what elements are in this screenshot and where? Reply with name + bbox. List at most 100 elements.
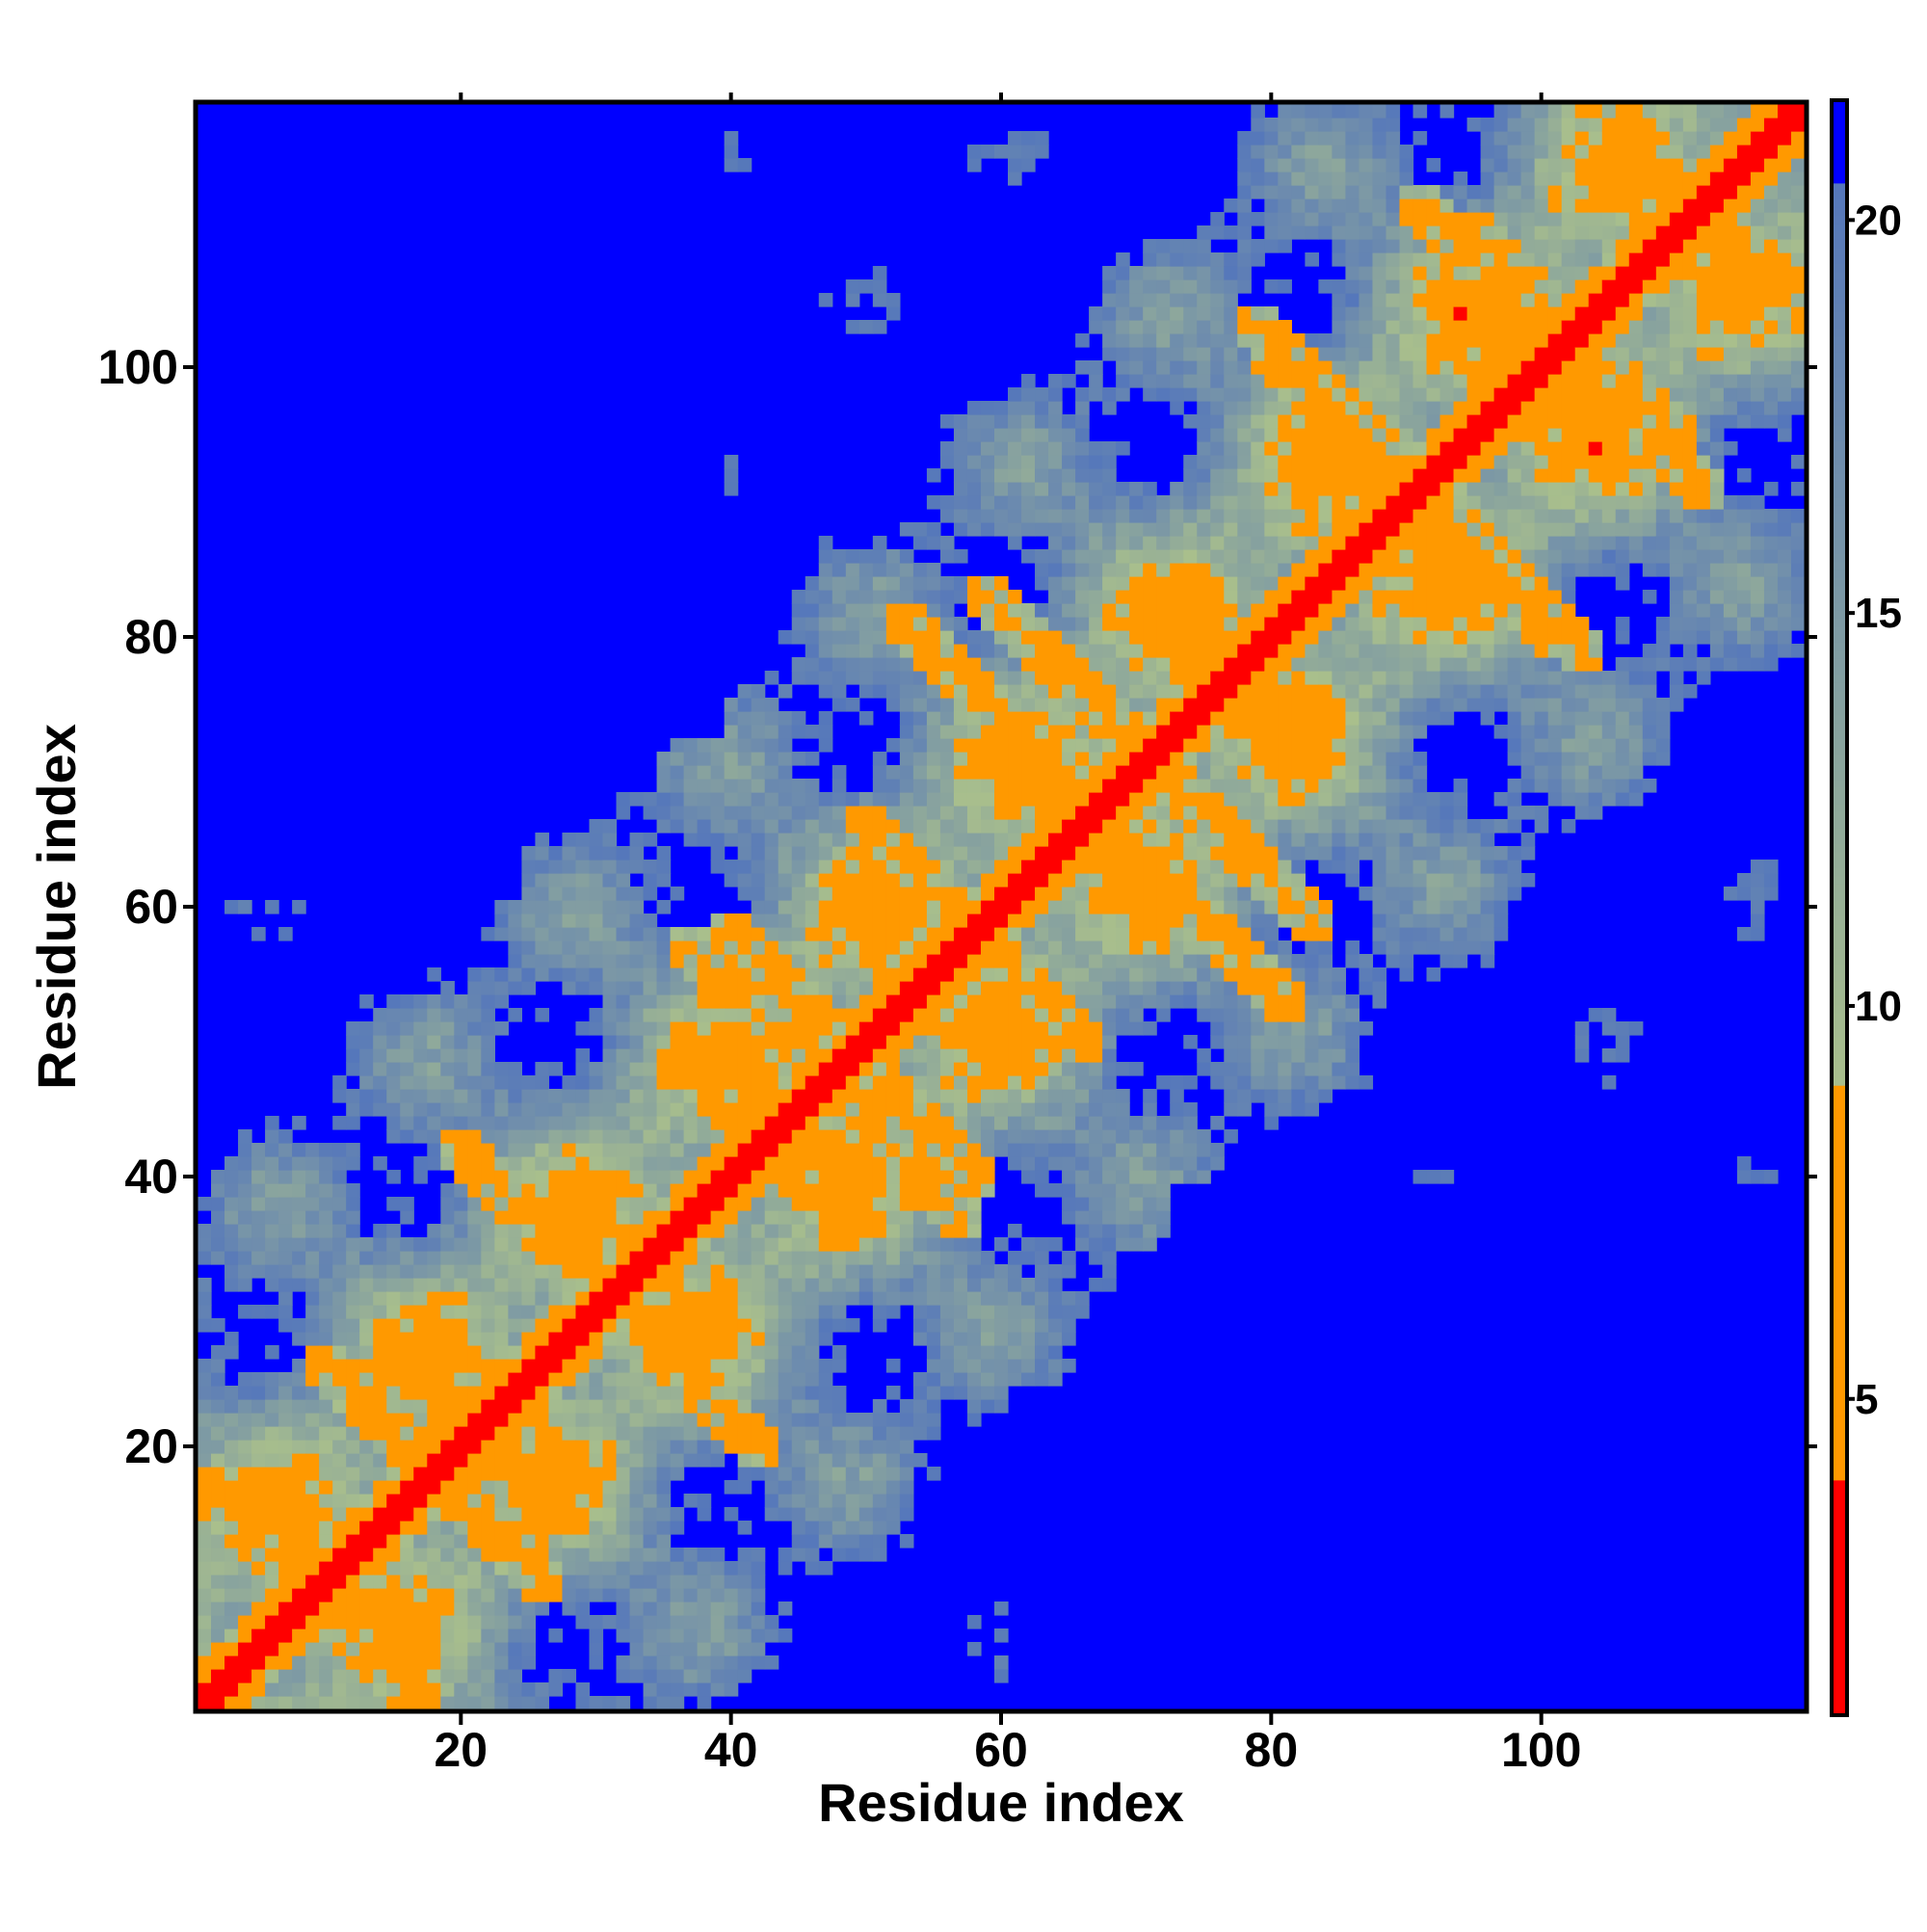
heatmap-cell	[265, 1156, 279, 1171]
heatmap-cell	[1156, 239, 1171, 253]
heatmap-cell	[953, 455, 968, 469]
heatmap-cell	[1102, 1129, 1117, 1144]
heatmap-cell	[1062, 711, 1076, 726]
heatmap-cell	[1116, 873, 1130, 887]
heatmap-cell	[1197, 468, 1211, 483]
heatmap-cell	[1224, 428, 1238, 442]
heatmap-cell	[1008, 725, 1022, 739]
heatmap-cell	[400, 1669, 414, 1683]
heatmap-cell	[1116, 792, 1130, 807]
heatmap-cell	[1048, 913, 1063, 928]
heatmap-cell	[346, 1345, 360, 1360]
heatmap-cell	[494, 1561, 509, 1575]
heatmap-cell	[683, 1494, 699, 1508]
heatmap-cell	[265, 1561, 279, 1575]
heatmap-cell	[845, 1170, 860, 1184]
heatmap-cell	[1021, 1170, 1036, 1184]
heatmap-cell	[1183, 387, 1198, 402]
heatmap-cell	[980, 1386, 995, 1400]
heatmap-cell	[751, 779, 766, 793]
heatmap-cell	[670, 1048, 685, 1063]
heatmap-cell	[751, 1075, 766, 1090]
heatmap-cell	[1116, 482, 1130, 496]
heatmap-cell	[899, 1426, 914, 1441]
heatmap-cell	[885, 1170, 901, 1184]
heatmap-cell	[440, 1305, 455, 1319]
heatmap-cell	[953, 1291, 968, 1306]
heatmap-cell	[440, 1062, 455, 1076]
heatmap-cell	[440, 1089, 455, 1103]
heatmap-cell	[521, 1413, 537, 1427]
heatmap-cell	[427, 1021, 441, 1036]
heatmap-cell	[1102, 576, 1117, 591]
heatmap-cell	[966, 1021, 982, 1036]
heatmap-cell	[1291, 360, 1306, 375]
heatmap-cell	[305, 1210, 320, 1225]
heatmap-cell	[265, 1237, 279, 1252]
heatmap-cell	[589, 1413, 604, 1427]
heatmap-cell	[1264, 1089, 1279, 1103]
heatmap-cell	[980, 940, 995, 955]
heatmap-cell	[467, 1467, 482, 1481]
heatmap-cell	[872, 1021, 887, 1036]
heatmap-cell	[643, 927, 658, 941]
heatmap-cell	[885, 860, 901, 874]
heatmap-cell	[724, 1615, 739, 1629]
heatmap-cell	[1183, 671, 1198, 685]
heatmap-cell	[683, 1345, 699, 1360]
heatmap-cell	[993, 1075, 1009, 1090]
heatmap-cell	[1291, 711, 1306, 726]
heatmap-cell	[1318, 833, 1333, 847]
heatmap-cell	[535, 873, 550, 887]
heatmap-cell	[845, 644, 860, 658]
heatmap-cell	[764, 954, 779, 968]
heatmap-cell	[440, 1534, 455, 1548]
heatmap-cell	[1048, 725, 1063, 739]
heatmap-cell	[1237, 806, 1252, 820]
heatmap-cell	[1089, 630, 1103, 645]
heatmap-cell	[737, 1197, 752, 1211]
heatmap-cell	[845, 563, 860, 577]
heatmap-cell	[858, 549, 874, 564]
heatmap-cell	[1278, 940, 1292, 955]
heatmap-cell	[710, 1062, 726, 1076]
heatmap-cell	[602, 1197, 618, 1211]
heatmap-cell	[548, 1426, 564, 1441]
heatmap-cell	[238, 1534, 252, 1548]
heatmap-cell	[737, 981, 752, 995]
heatmap-cell	[616, 1413, 631, 1427]
heatmap-cell	[292, 1615, 306, 1629]
heatmap-cell	[346, 1332, 360, 1346]
heatmap-cell	[386, 1035, 401, 1049]
heatmap-cell	[643, 1669, 658, 1683]
heatmap-cell	[346, 1601, 360, 1616]
heatmap-cell	[548, 913, 564, 928]
heatmap-cell	[832, 1089, 847, 1103]
heatmap-cell	[697, 1305, 712, 1319]
heatmap-cell	[818, 684, 833, 699]
heatmap-cell	[805, 1116, 820, 1130]
heatmap-cell	[1102, 1021, 1117, 1036]
heatmap-cell	[278, 1480, 293, 1495]
heatmap-cell	[1251, 994, 1265, 1009]
heatmap-cell	[467, 1534, 482, 1548]
heatmap-cell	[899, 967, 914, 982]
heatmap-cell	[1075, 819, 1090, 834]
heatmap-cell	[764, 1318, 779, 1333]
heatmap-cell	[832, 927, 847, 941]
heatmap-cell	[858, 657, 874, 672]
heatmap-cell	[1035, 698, 1049, 712]
heatmap-cell	[629, 1453, 645, 1468]
heatmap-cell	[1156, 320, 1171, 334]
heatmap-cell	[1318, 1089, 1333, 1103]
heatmap-cell	[508, 981, 523, 995]
heatmap-cell	[521, 1561, 537, 1575]
heatmap-cell	[899, 1237, 914, 1252]
heatmap-cell	[710, 1291, 726, 1306]
heatmap-cell	[616, 1561, 631, 1575]
heatmap-cell	[1089, 1237, 1103, 1252]
heatmap-cell	[508, 1399, 523, 1414]
heatmap-cell	[589, 1628, 604, 1643]
heatmap-cell	[1197, 900, 1211, 914]
